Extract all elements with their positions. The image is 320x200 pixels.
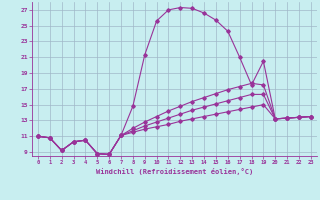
X-axis label: Windchill (Refroidissement éolien,°C): Windchill (Refroidissement éolien,°C) [96,168,253,175]
